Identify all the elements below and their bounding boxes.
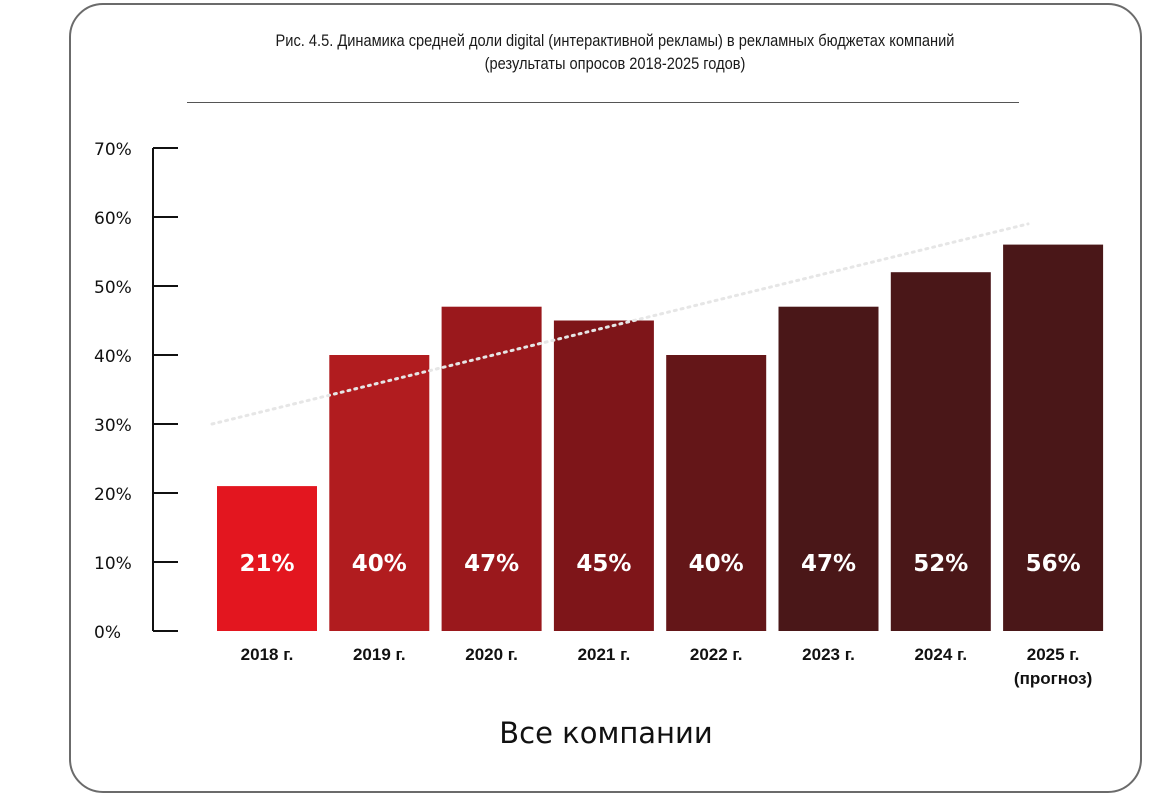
y-tick-label: 50% [94, 278, 132, 298]
x-tick-label: 2023 г. [802, 645, 855, 664]
y-tick-label: 30% [94, 416, 132, 436]
y-tick-label: 10% [94, 554, 132, 574]
x-tick-note: (прогноз) [1014, 669, 1092, 688]
x-tick-label: 2025 г. [1027, 645, 1080, 664]
data-label: 40% [352, 551, 407, 577]
bar-1 [329, 355, 430, 631]
x-tick-label: 2024 г. [914, 645, 967, 664]
data-label: 40% [689, 551, 744, 577]
data-label: 47% [464, 551, 519, 577]
figure-frame [69, 3, 1142, 793]
bar-4 [666, 355, 767, 631]
x-tick-label: 2019 г. [353, 645, 406, 664]
bar-2 [441, 306, 542, 631]
chart-title: Рис. 4.5. Динамика средней доли digital … [172, 29, 1058, 75]
y-tick-label: 0% [94, 623, 121, 643]
x-axis-label: Все компании [499, 716, 713, 750]
chart-subtitle: (результаты опросов 2018-2025 годов) [484, 54, 746, 73]
y-tick-label: 60% [94, 209, 132, 229]
bar-6 [890, 272, 991, 631]
y-tick-label: 70% [94, 140, 132, 160]
x-tick-label: 2021 г. [578, 645, 631, 664]
data-label: 45% [576, 551, 631, 577]
title-divider [187, 102, 1019, 103]
bar-3 [553, 320, 654, 631]
y-tick-label: 20% [94, 485, 132, 505]
bar-7 [1003, 244, 1104, 631]
chart-title-line: Рис. 4.5. Динамика средней доли digital … [275, 31, 955, 50]
trend-line [210, 222, 1030, 426]
x-tick-label: 2022 г. [690, 645, 743, 664]
data-label: 52% [913, 551, 968, 577]
bar-5 [778, 306, 879, 631]
data-label: 56% [1026, 551, 1081, 577]
data-label: 47% [801, 551, 856, 577]
x-tick-label: 2020 г. [465, 645, 518, 664]
data-label: 21% [239, 551, 294, 577]
bar-0 [217, 486, 317, 631]
y-tick-label: 40% [94, 347, 132, 367]
x-tick-label: 2018 г. [241, 645, 294, 664]
